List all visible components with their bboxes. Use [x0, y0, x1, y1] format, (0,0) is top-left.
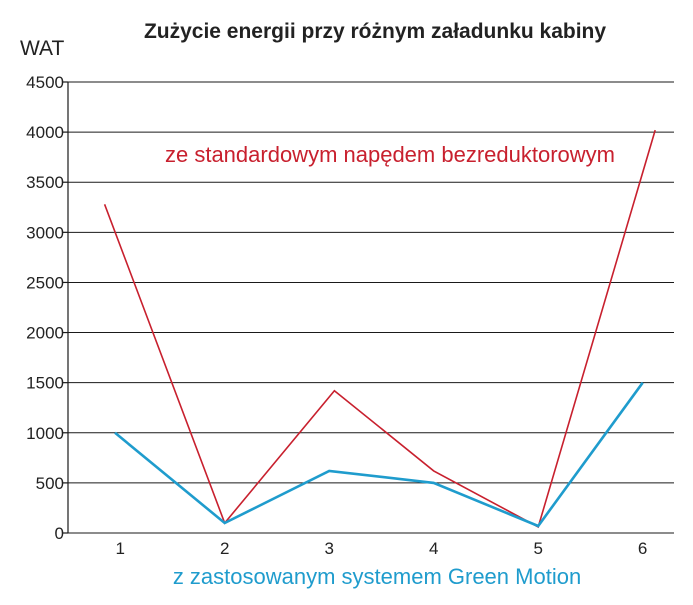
gridlines — [63, 81, 674, 534]
y-axis-unit-label: WAT — [20, 37, 64, 60]
y-axis-ticks: 0 500 1000 1500 2000 2500 3000 3500 4000 4500 — [26, 73, 64, 543]
series-line — [103, 129, 656, 529]
y-tick-label: 3000 — [26, 223, 64, 242]
x-axis-ticks: 1 2 3 4 5 6 — [116, 539, 648, 558]
y-tick-label: 4500 — [26, 73, 64, 92]
x-tick-label: 5 — [533, 539, 542, 558]
y-tick-label: 500 — [36, 474, 64, 493]
x-tick-label: 4 — [429, 539, 438, 558]
data-series — [103, 129, 656, 529]
series-label-standard: ze standardowym napędem bezreduktorowym — [165, 142, 615, 167]
y-tick-label: 2000 — [26, 324, 64, 343]
x-tick-label: 1 — [116, 539, 125, 558]
y-tick-label: 4000 — [26, 123, 64, 142]
x-tick-label: 2 — [220, 539, 229, 558]
x-tick-label: 6 — [638, 539, 647, 558]
y-tick-label: 1500 — [26, 374, 64, 393]
series-label-green-motion: z zastosowanym systemem Green Motion — [173, 564, 581, 589]
y-tick-label: 0 — [55, 524, 64, 543]
series-line — [114, 381, 644, 528]
chart-title: Zużycie energii przy różnym załadunku ka… — [144, 20, 606, 43]
series-labels: ze standardowym napędem bezreduktorowym z… — [165, 142, 615, 589]
x-tick-label: 3 — [324, 539, 333, 558]
y-tick-label: 2500 — [26, 273, 64, 292]
y-tick-label: 1000 — [26, 424, 64, 443]
y-tick-label: 3500 — [26, 173, 64, 192]
